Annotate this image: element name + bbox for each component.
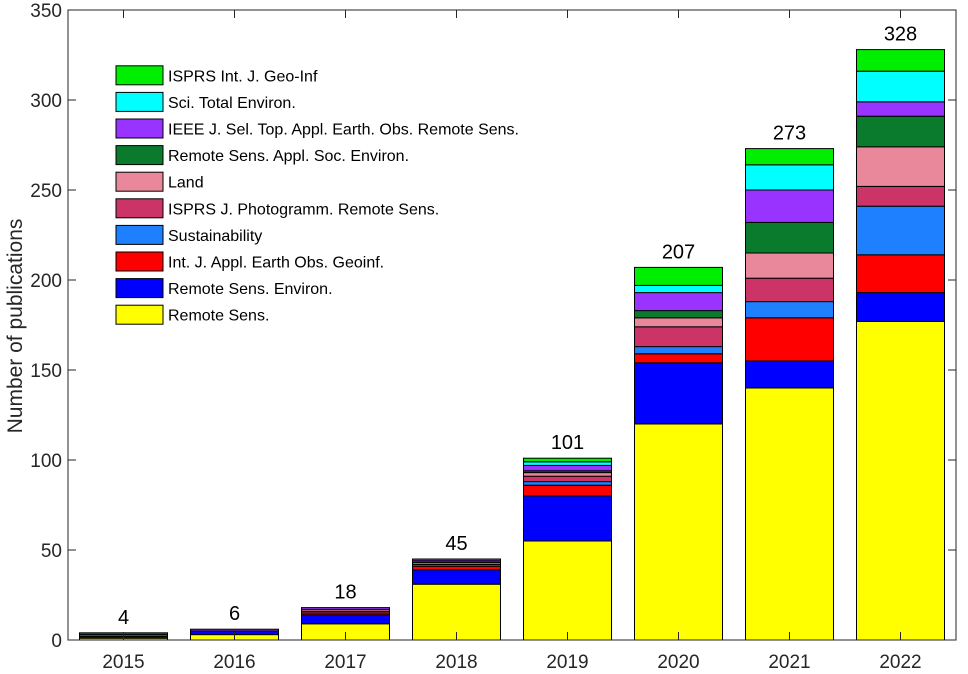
bar-segment-2021-series-0 (745, 387, 834, 641)
bar-segment-2021-series-5 (745, 252, 834, 279)
legend-label-8: Remote Sens. Environ. (168, 281, 333, 298)
bar-segment-2020-series-7 (634, 292, 723, 312)
legend-swatch-8 (115, 278, 164, 299)
x-tick-label-2016: 2016 (213, 652, 255, 673)
bar-segment-2019-series-3 (523, 481, 612, 486)
y-tick-label-200: 200 (30, 271, 62, 292)
total-label-2022: 328 (884, 24, 917, 46)
bar-segment-2021-series-8 (745, 164, 834, 191)
total-label-2020: 207 (662, 241, 695, 263)
bar-segment-2022-series-3 (856, 205, 945, 256)
legend-swatch-4 (115, 171, 164, 192)
bar-segment-2017-series-1 (301, 614, 390, 625)
bars-layer (79, 49, 945, 641)
y-axis-title: Number of publications (4, 219, 27, 434)
axes-box (67, 9, 957, 641)
bar-segment-2019-series-2 (523, 484, 612, 497)
bar-segment-2020-series-4 (634, 326, 723, 348)
legend-label-0: ISPRS Int. J. Geo-Inf (168, 68, 318, 85)
legend-swatch-5 (115, 198, 164, 219)
bar-segment-2017-series-7 (301, 607, 390, 610)
y-tick-label-0: 0 (51, 631, 62, 652)
bar-segment-2022-series-1 (856, 292, 945, 322)
bar-segment-2019-series-5 (523, 472, 612, 477)
bar-segment-2021-series-9 (745, 148, 834, 166)
y-tick-label-100: 100 (30, 451, 62, 472)
bar-segment-2020-series-0 (634, 423, 723, 641)
bar-segment-2016-series-7 (190, 628, 279, 632)
bar-segment-2021-series-6 (745, 221, 834, 254)
bar-segment-2020-series-9 (634, 266, 723, 286)
legend-label-1: Sci. Total Environ. (168, 95, 296, 112)
bar-segment-2020-series-8 (634, 284, 723, 294)
x-tick-label-2018: 2018 (435, 652, 477, 673)
bar-segment-2018-series-1 (412, 569, 501, 585)
total-label-2018: 45 (445, 533, 467, 555)
labels-layer: 4 2015 6 2016 18 2017 45 2018 101 2019 207 2020 273 2… (30, 1, 921, 673)
legend-swatch-0 (115, 65, 164, 86)
total-label-2019: 101 (551, 432, 584, 454)
bar-segment-2020-series-5 (634, 317, 723, 328)
total-label-2016: 6 (229, 603, 240, 625)
bar-segment-2022-series-5 (856, 146, 945, 187)
bar-segment-2022-series-4 (856, 185, 945, 207)
bar-segment-2018-series-7 (412, 558, 501, 562)
bar-segment-2022-series-0 (856, 320, 945, 641)
bar-segment-2022-series-9 (856, 49, 945, 72)
bar-segment-2018-series-2 (412, 565, 501, 571)
bar-segment-2019-series-8 (523, 461, 612, 466)
bar-segment-2019-series-0 (523, 540, 612, 641)
bar-segment-2021-series-3 (745, 301, 834, 319)
total-label-2021: 273 (773, 123, 806, 145)
legend-swatch-2 (115, 118, 164, 139)
y-tick-label-50: 50 (41, 541, 62, 562)
bar-segment-2020-series-6 (634, 310, 723, 319)
y-tick-label-300: 300 (30, 91, 62, 112)
legend-label-9: Remote Sens. (168, 308, 269, 325)
x-tick-label-2015: 2015 (102, 652, 144, 673)
total-label-2017: 18 (334, 582, 356, 604)
bar-segment-2019-series-7 (523, 464, 612, 472)
x-tick-label-2022: 2022 (879, 652, 921, 673)
legend-label-2: IEEE J. Sel. Top. Appl. Earth. Obs. Remo… (168, 122, 519, 139)
bar-segment-2022-series-7 (856, 101, 945, 117)
legend-label-3: Remote Sens. Appl. Soc. Environ. (168, 148, 409, 165)
legend-swatch-1 (115, 91, 164, 112)
bar-segment-2020-series-3 (634, 346, 723, 355)
legend-label-5: ISPRS J. Photogramm. Remote Sens. (168, 201, 439, 218)
total-label-2015: 4 (118, 607, 129, 629)
legend-label-4: Land (168, 175, 204, 192)
bar-segment-2020-series-1 (634, 362, 723, 425)
axes-layer (67, 9, 957, 641)
x-tick-label-2020: 2020 (657, 652, 699, 673)
bar-segment-2019-series-9 (523, 457, 612, 463)
y-tick-label-250: 250 (30, 181, 62, 202)
bar-segment-2022-series-6 (856, 115, 945, 148)
x-tick-label-2017: 2017 (324, 652, 366, 673)
x-tick-label-2021: 2021 (768, 652, 810, 673)
bar-segment-2022-series-2 (856, 254, 945, 294)
y-tick-label-350: 350 (30, 1, 62, 22)
legend: ISPRS Int. J. Geo-Inf Sci. Total Environ.… (115, 65, 519, 325)
bar-segment-2022-series-8 (856, 70, 945, 103)
legend-swatch-6 (115, 224, 164, 245)
y-tick-label-150: 150 (30, 361, 62, 382)
bar-segment-2020-series-2 (634, 353, 723, 364)
legend-label-6: Sustainability (168, 228, 262, 245)
legend-label-7: Int. J. Appl. Earth Obs. Geoinf. (168, 255, 384, 272)
bar-segment-2019-series-1 (523, 495, 612, 542)
bar-segment-2021-series-4 (745, 277, 834, 303)
legend-swatch-3 (115, 145, 164, 166)
bar-segment-2019-series-4 (523, 475, 612, 483)
legend-swatch-7 (115, 251, 164, 272)
bar-segment-2021-series-1 (745, 360, 834, 389)
bar-segment-2021-series-7 (745, 189, 834, 223)
legend-swatch-9 (115, 304, 164, 325)
x-tick-label-2019: 2019 (546, 652, 588, 673)
bar-segment-2018-series-0 (412, 583, 501, 641)
bar-segment-2021-series-2 (745, 317, 834, 362)
